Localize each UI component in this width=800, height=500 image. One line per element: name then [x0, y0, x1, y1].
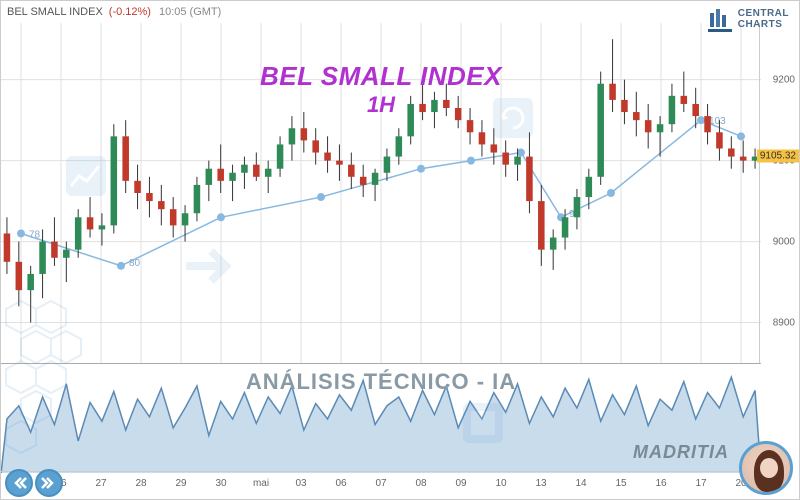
- logo-line2: CHARTS: [738, 19, 789, 30]
- instrument-change: (-0.12%): [109, 6, 151, 18]
- wm-doc-icon: [461, 401, 505, 445]
- instrument-name: BEL SMALL INDEX: [7, 6, 103, 18]
- nav-next-button[interactable]: [35, 469, 63, 497]
- wm-refresh-icon: [491, 96, 535, 140]
- wm-arrow-icon: [181, 241, 241, 291]
- brand-logo[interactable]: CENTRAL CHARTS: [708, 5, 789, 33]
- x-axis: 252627282930mai030607080910131415161720: [1, 471, 761, 499]
- svg-text:103: 103: [709, 116, 726, 127]
- arrow-left-icon: [11, 475, 27, 491]
- main-candlestick-chart[interactable]: 788092103: [1, 23, 761, 363]
- assistant-avatar[interactable]: [739, 441, 793, 495]
- wm-chart-icon: [61, 151, 111, 201]
- instrument-time: 10:05 (GMT): [159, 6, 221, 18]
- logo-line1: CENTRAL: [738, 8, 789, 19]
- logo-icon: [708, 5, 732, 33]
- logo-text: CENTRAL CHARTS: [738, 8, 789, 30]
- y-axis: 89009000910092009105.32: [759, 23, 799, 363]
- nav-prev-button[interactable]: [5, 469, 33, 497]
- svg-text:80: 80: [129, 258, 141, 269]
- current-price-tag: 9105.32: [757, 150, 799, 163]
- nav-buttons: [5, 469, 63, 497]
- chart-container: BEL SMALL INDEX (-0.12%) 10:05 (GMT) CEN…: [0, 0, 800, 500]
- svg-text:78: 78: [29, 229, 41, 240]
- hex-pattern-watermark: [1, 291, 111, 471]
- watermark-brand: MADRITIA: [633, 442, 729, 463]
- header-bar: BEL SMALL INDEX (-0.12%) 10:05 (GMT): [1, 1, 799, 23]
- arrow-right-icon: [41, 475, 57, 491]
